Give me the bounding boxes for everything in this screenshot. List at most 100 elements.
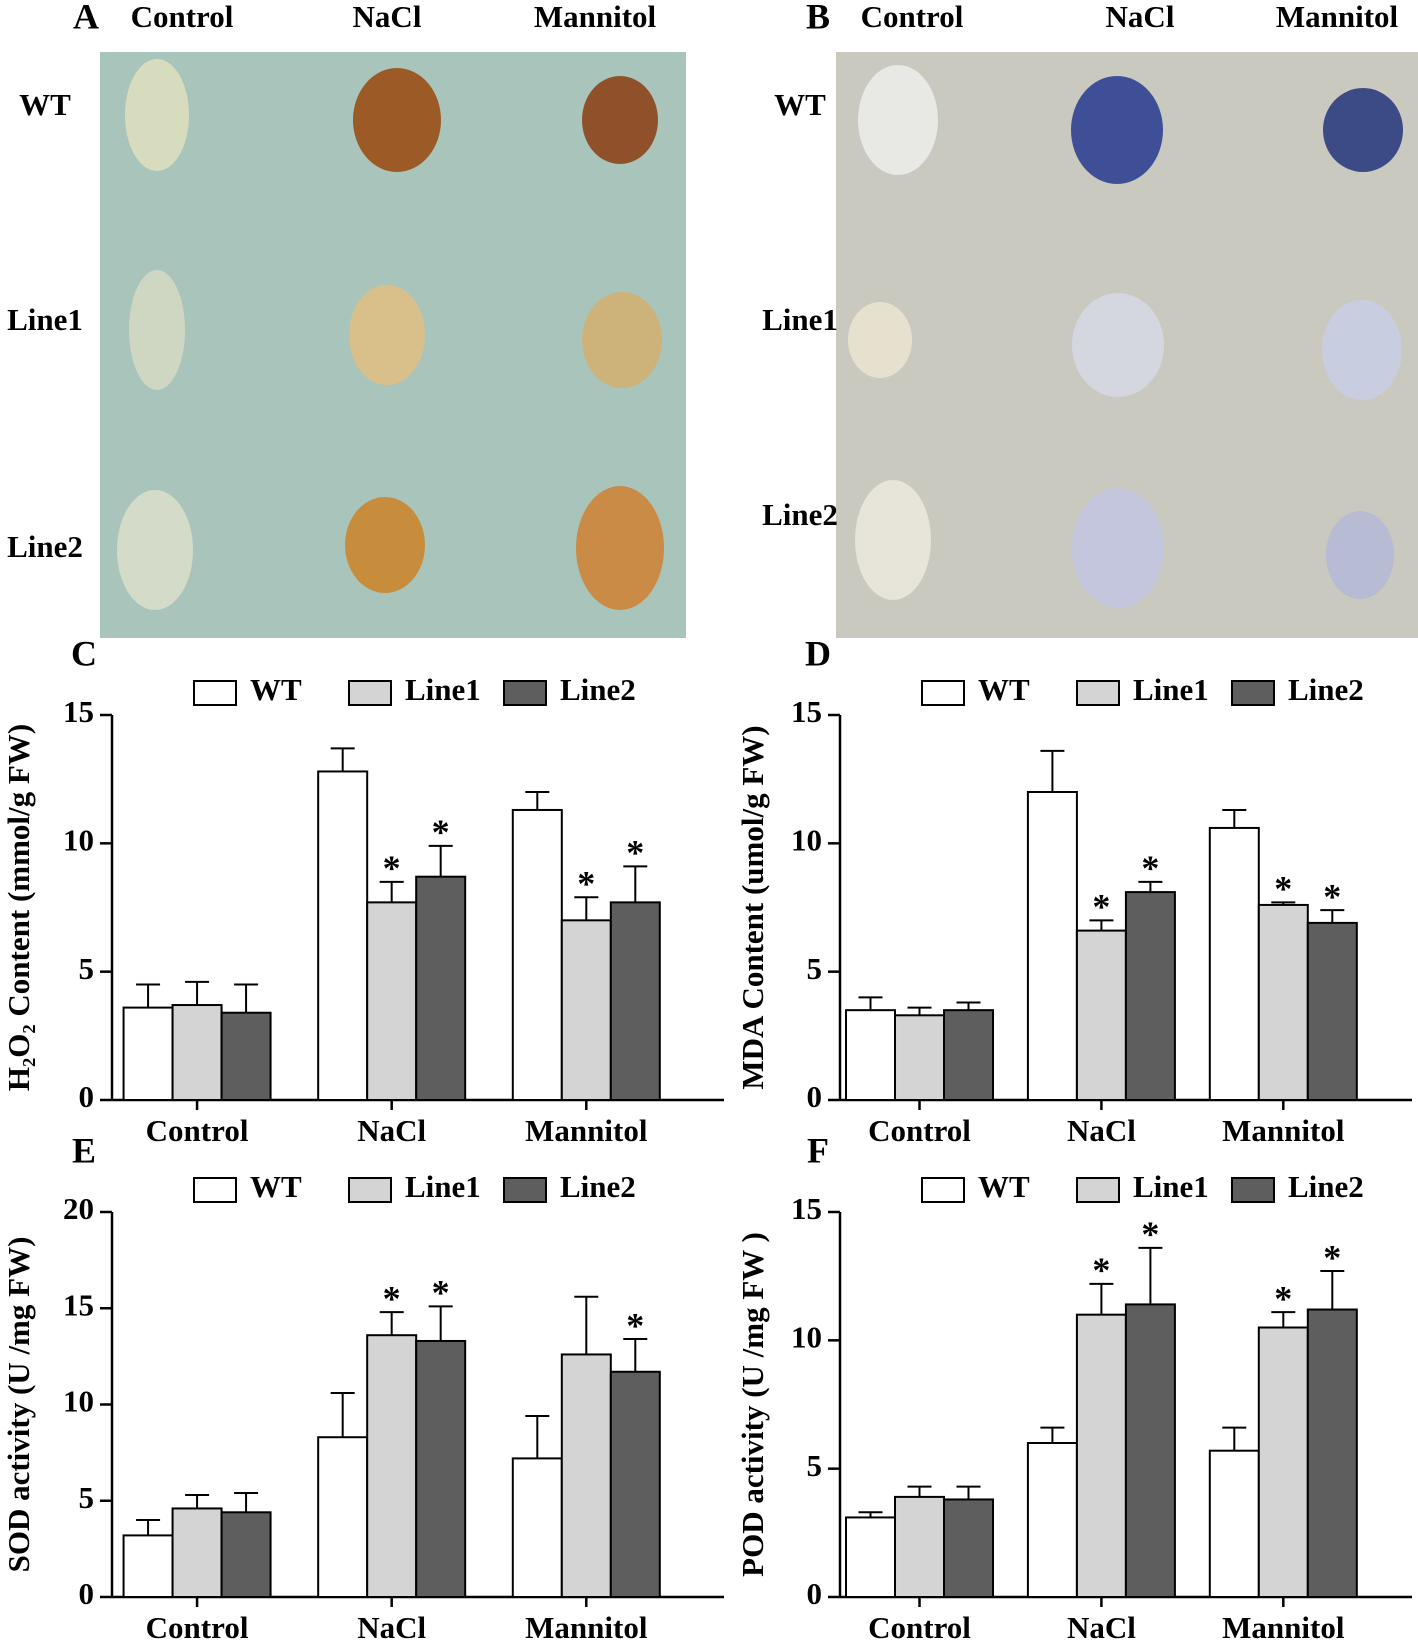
error-bar — [525, 1415, 550, 1459]
bar — [171, 1507, 223, 1598]
error-bar — [1320, 1270, 1345, 1310]
bar — [1306, 1308, 1358, 1598]
error-bar — [1320, 909, 1345, 923]
significance-marker: * — [577, 863, 595, 903]
y-axis-label: H₂O₂ Content (mmol/g FW) — [1, 724, 36, 1091]
y-tick-label: 15 — [63, 694, 94, 729]
error-bar — [623, 865, 648, 903]
error-bar — [136, 1519, 161, 1536]
bar — [943, 1009, 995, 1102]
panel-letter: F — [807, 1130, 829, 1170]
bar — [171, 1004, 223, 1101]
significance-marker: * — [432, 812, 450, 852]
legend-label: Line1 — [1133, 672, 1209, 707]
error-bar — [858, 1511, 883, 1518]
legend-label: WT — [250, 672, 302, 707]
bar — [1208, 1449, 1260, 1598]
legend-label: Line2 — [560, 1169, 636, 1204]
error-bar — [1271, 1311, 1296, 1328]
y-tick-label: 15 — [791, 1191, 822, 1226]
error-bar — [379, 1311, 404, 1336]
bar — [220, 1511, 272, 1599]
error-bar — [185, 980, 210, 1006]
error-bar — [1089, 1282, 1114, 1315]
error-bar — [1271, 901, 1296, 905]
bar — [845, 1516, 897, 1599]
error-bar — [956, 1001, 981, 1011]
significance-marker: * — [1323, 876, 1341, 916]
significance-marker: * — [1092, 1250, 1110, 1290]
y-tick-label: 0 — [79, 1079, 95, 1114]
bar — [1026, 791, 1078, 1101]
legend-swatch — [1231, 680, 1275, 706]
x-tick-label: Mannitol — [525, 1610, 648, 1645]
column-label: Control — [131, 0, 234, 34]
error-bar — [234, 1492, 259, 1513]
bar — [894, 1014, 946, 1101]
bar — [1208, 826, 1260, 1102]
bar — [122, 1534, 174, 1599]
column-label: Mannitol — [534, 0, 657, 34]
legend-label: Line1 — [1133, 1169, 1209, 1204]
legend-label: Line2 — [560, 672, 636, 707]
error-bar — [1138, 880, 1163, 893]
error-bar — [234, 983, 259, 1013]
legend-swatch — [1076, 1177, 1120, 1203]
error-bar — [907, 1006, 932, 1016]
x-tick-label: Control — [146, 1610, 249, 1645]
significance-marker: * — [1274, 869, 1292, 909]
bar — [1306, 921, 1358, 1102]
bar — [122, 1006, 174, 1101]
panel-letter: E — [72, 1130, 96, 1170]
legend-swatch — [348, 680, 392, 706]
x-tick-label: NaCl — [1067, 1113, 1136, 1148]
legend-swatch — [921, 680, 965, 706]
panel-letter: C — [71, 633, 97, 673]
y-tick-label: 20 — [63, 1191, 94, 1226]
error-bar — [185, 1493, 210, 1509]
legend-label: Line2 — [1288, 672, 1364, 707]
bar — [894, 1495, 946, 1599]
bar — [366, 1334, 418, 1598]
bar — [560, 1353, 612, 1598]
error-bar — [1138, 1246, 1163, 1305]
significance-marker: * — [626, 833, 644, 873]
x-tick-label: NaCl — [357, 1610, 426, 1645]
legend-swatch — [1231, 1177, 1275, 1203]
y-tick-label: 15 — [63, 1287, 94, 1322]
y-tick-label: 0 — [807, 1079, 823, 1114]
bar — [511, 1457, 563, 1599]
y-tick-label: 15 — [791, 694, 822, 729]
legend-swatch — [348, 1177, 392, 1203]
bar — [609, 1370, 661, 1599]
error-bar — [330, 747, 355, 772]
bar — [1026, 1442, 1078, 1598]
significance-marker: * — [383, 848, 401, 888]
bar — [511, 808, 563, 1101]
error-bar — [574, 896, 599, 921]
x-tick-label: Control — [868, 1610, 971, 1645]
legend-label: WT — [978, 1169, 1030, 1204]
x-tick-label: Control — [868, 1113, 971, 1148]
y-tick-label: 10 — [791, 1319, 822, 1354]
significance-marker: * — [1141, 1214, 1159, 1254]
y-tick-label: 10 — [63, 1384, 94, 1419]
y-tick-label: 5 — [79, 951, 95, 986]
column-label: Mannitol — [1276, 0, 1399, 34]
x-tick-label: NaCl — [1067, 1610, 1136, 1645]
error-bar — [428, 844, 453, 877]
y-tick-label: 10 — [791, 822, 822, 857]
bar — [943, 1498, 995, 1599]
row-label: Line2 — [762, 497, 838, 532]
bar — [415, 1339, 467, 1598]
legend-label: WT — [978, 672, 1030, 707]
bar — [1124, 1303, 1176, 1599]
bar — [1257, 1326, 1309, 1598]
y-tick-label: 5 — [807, 951, 823, 986]
error-bar — [858, 996, 883, 1011]
significance-marker: * — [383, 1278, 401, 1318]
legend-swatch — [1076, 680, 1120, 706]
legend-swatch — [503, 1177, 547, 1203]
row-label: Line2 — [7, 529, 83, 564]
